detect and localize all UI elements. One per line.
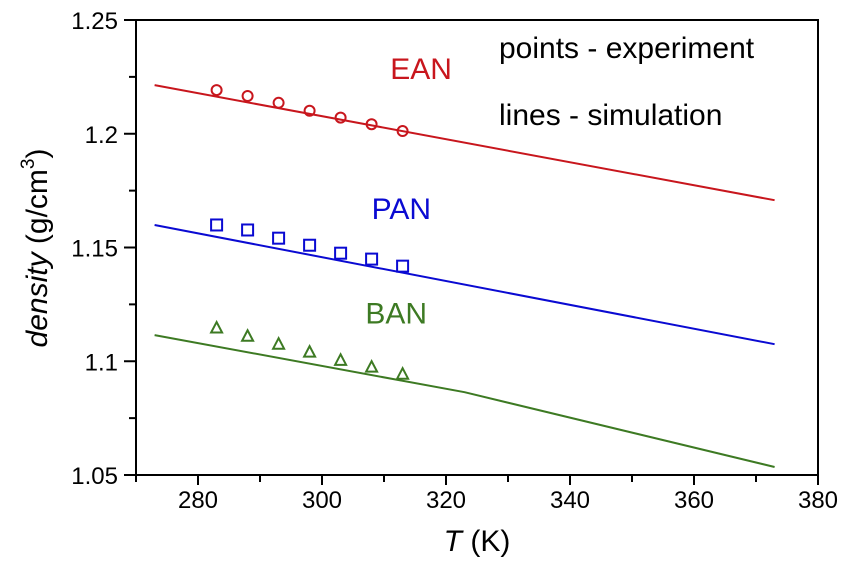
series-pan [154,218,775,346]
pan-experiment-point [210,218,224,232]
ean-experiment-point [396,125,409,138]
annotation-points-experiment: points - experiment [499,32,755,65]
series-ban [154,319,775,468]
y-tick-label: 1.25 [71,8,118,35]
x-tick-label: 280 [178,487,218,514]
y-axis-label-unit: (g/cm [21,169,54,252]
plot-frame [135,19,819,476]
pan-experiment-point [272,231,286,245]
ban-series-label: BAN [365,298,427,331]
y-axis-label-name: density [21,250,54,347]
annotation-lines-simulation: lines - simulation [499,99,722,132]
ean-experiment-point [272,96,285,109]
x-tick-label: 380 [798,487,838,514]
x-tick-label: 300 [302,487,342,514]
ban-simulation-line [154,334,775,468]
y-tick-label: 1.2 [85,122,118,149]
ean-experiment-point [365,118,378,131]
y-axis-label-sup: 3 [18,159,39,170]
y-tick-label: 1.1 [85,349,118,376]
ean-simulation-line [154,84,775,202]
ban-experiment-point [209,319,224,334]
pan-series-label: PAN [372,193,431,226]
pan-experiment-point [303,238,317,252]
ban-experiment-point [240,328,255,342]
pan-experiment-point [334,246,348,260]
ean-experiment-point [334,111,347,124]
ean-experiment-point [303,104,316,117]
ban-experiment-point [302,343,317,358]
labels-layer: points - experiment lines - simulation T… [18,32,755,558]
x-tick-label: 320 [426,487,466,514]
axes: 280 300 320 340 360 380 1.05 1.1 1.15 1.2 1.25 [71,8,838,514]
pan-experiment-point [365,252,379,266]
ban-experiment-point [395,366,410,380]
pan-experiment-point [241,223,255,237]
x-tick-label: 340 [550,487,590,514]
ban-experiment-point [364,359,379,373]
series-layer [154,84,775,468]
ean-experiment-point [241,89,254,102]
x-tick-label: 360 [674,487,714,514]
ean-series-label: EAN [390,53,452,86]
ean-experiment-point [210,84,223,97]
x-axis-label: T (K) [444,525,511,558]
ban-experiment-point [271,336,286,350]
x-axis-label-symbol: T [444,525,465,558]
y-tick-label: 1.15 [71,236,118,263]
x-axis-label-unit: (K) [462,525,510,558]
pan-simulation-line [154,224,775,346]
y-axis-label: density (g/cm3) [18,149,54,348]
y-tick-label: 1.05 [71,463,118,490]
pan-experiment-point [396,259,410,273]
y-axis-label-close: ) [21,149,54,159]
series-ean [154,84,775,202]
ban-experiment-point [333,352,348,366]
